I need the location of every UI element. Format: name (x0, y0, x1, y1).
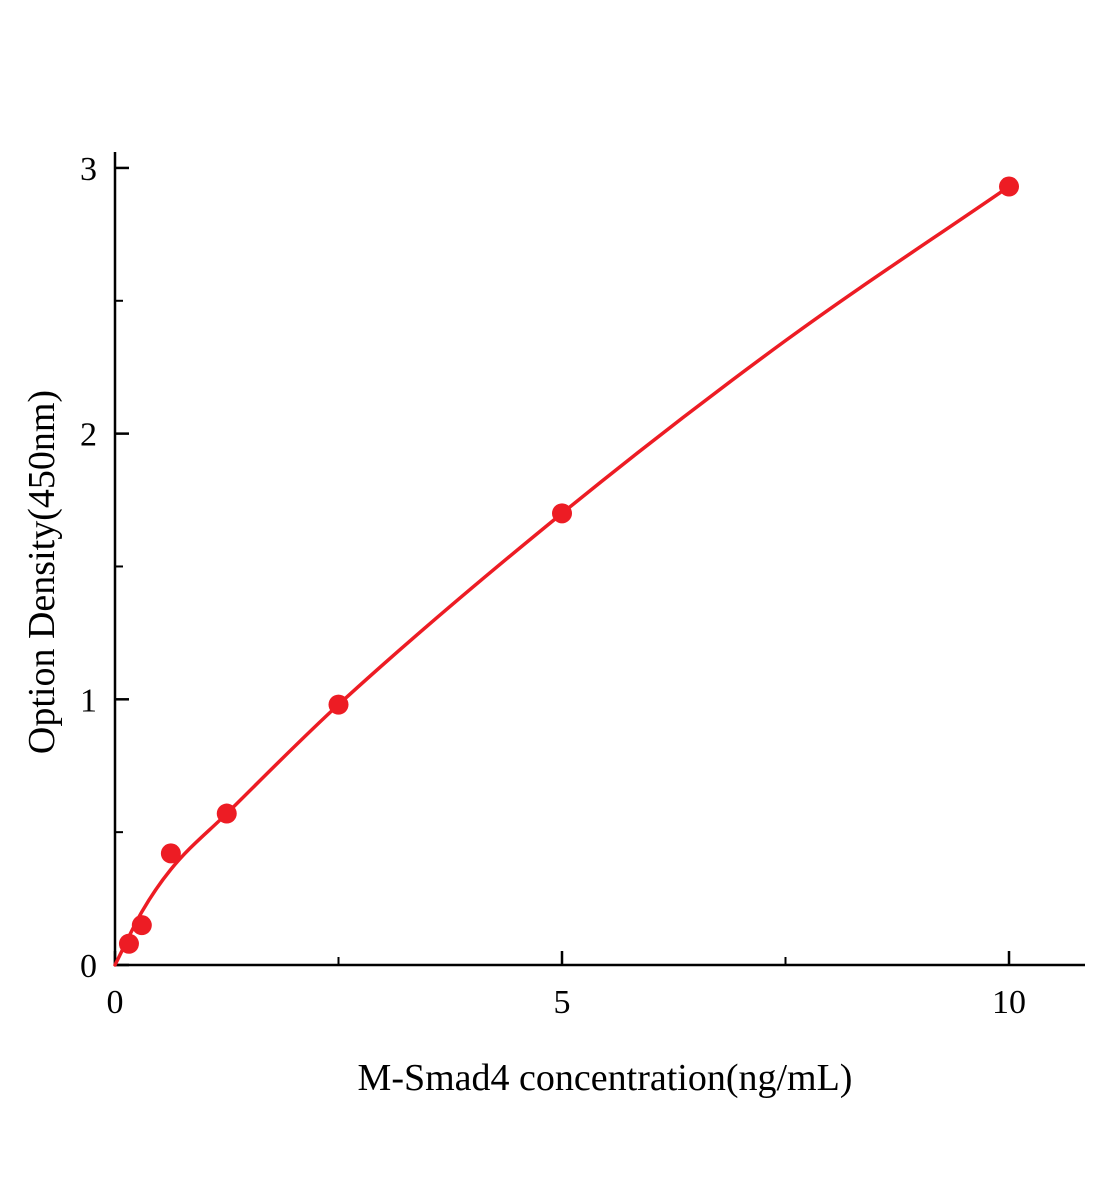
data-point (118, 933, 139, 954)
fit-curve (113, 184, 1011, 967)
y-tick-label: 2 (80, 417, 97, 454)
x-tick-label: 5 (554, 984, 571, 1021)
y-tick-label: 3 (80, 151, 97, 188)
data-point (999, 176, 1020, 197)
data-point (160, 843, 181, 864)
y-axis-title: Option Density(450nm) (21, 389, 63, 755)
x-axis-title: M-Smad4 concentration(ng/mL) (357, 1057, 853, 1099)
y-tick-label: 0 (80, 948, 97, 985)
data-point (328, 694, 349, 715)
data-point (216, 803, 237, 824)
x-tick-label: 10 (992, 984, 1026, 1021)
y-tick-label: 1 (80, 682, 97, 719)
x-tick-label: 0 (107, 984, 124, 1021)
data-point (131, 915, 152, 936)
data-point (552, 503, 573, 524)
